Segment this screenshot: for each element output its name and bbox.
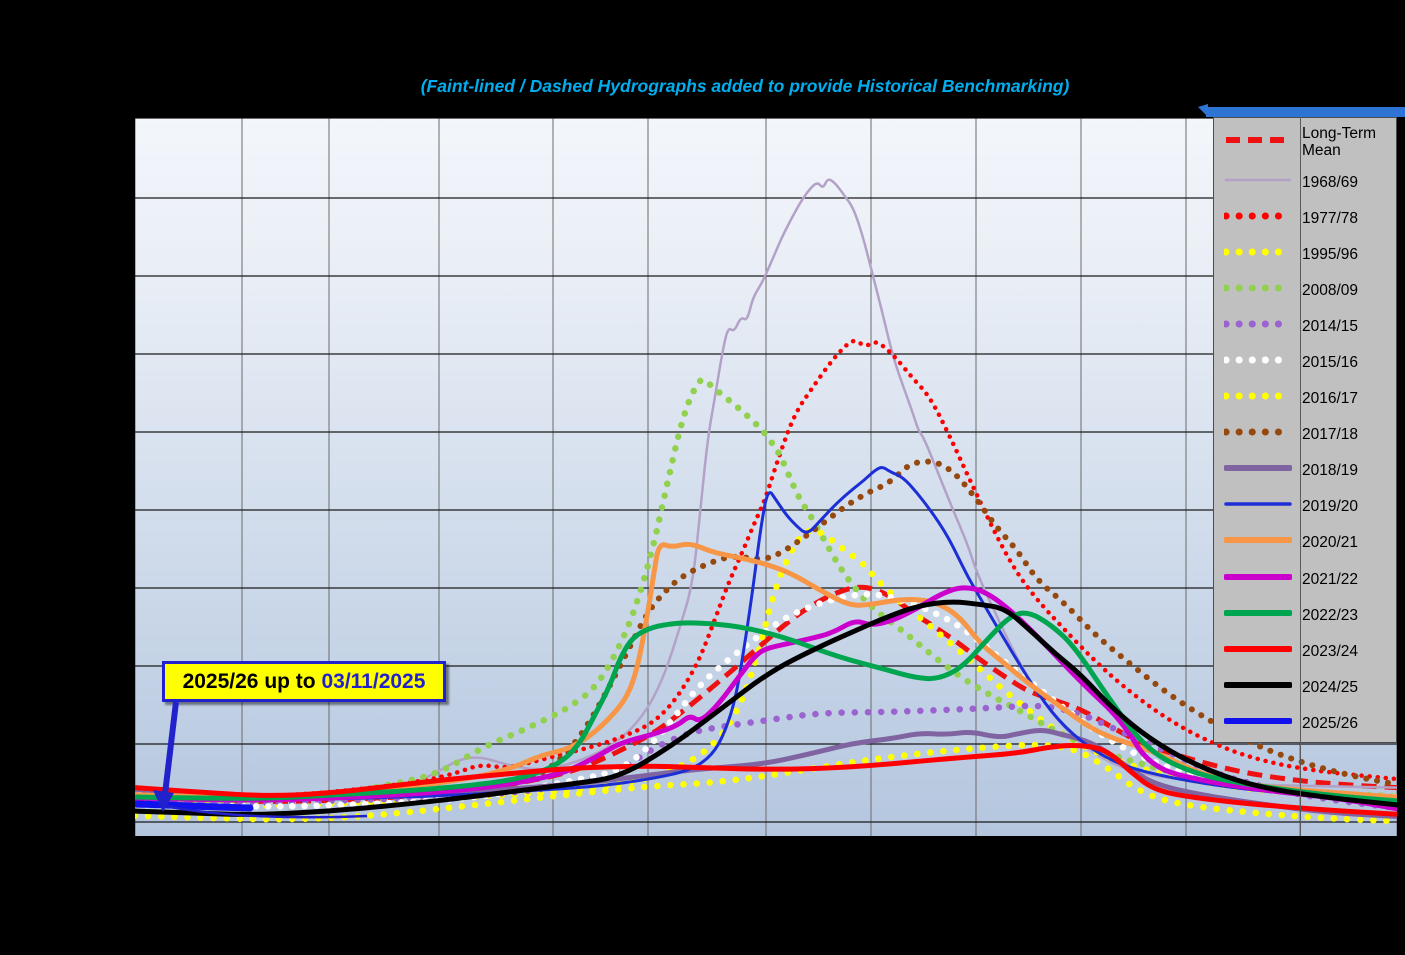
series-y2019 <box>135 466 1397 802</box>
legend-label-y2023: 2023/24 <box>1302 642 1359 660</box>
legend[interactable]: Long-Term Mean 1968/69 1977/78 1995/96 2008/… <box>1213 117 1397 743</box>
legend-item-y1977[interactable]: 1977/78 <box>1214 200 1396 236</box>
legend-swatch-y2016 <box>1214 389 1302 408</box>
legend-titlebar-arrow-icon <box>1198 104 1208 117</box>
series-y2025 <box>135 800 254 812</box>
legend-label-y2018: 2018/19 <box>1302 462 1359 480</box>
series-y2016 <box>135 741 1397 825</box>
legend-label-y2024: 2024/25 <box>1302 678 1359 696</box>
legend-label-y1995: 1995/96 <box>1302 245 1359 263</box>
legend-item-y2018[interactable]: 2018/19 <box>1214 453 1396 489</box>
legend-label-y2020: 2020/21 <box>1302 534 1359 552</box>
legend-item-y2024[interactable]: 2024/25 <box>1214 669 1396 705</box>
legend-item-y2008[interactable]: 2008/09 <box>1214 272 1396 308</box>
legend-label-y2022: 2022/23 <box>1302 606 1359 624</box>
legend-item-y2014[interactable]: 2014/15 <box>1214 308 1396 344</box>
legend-swatch-y2022 <box>1214 606 1302 625</box>
legend-swatch-y1968 <box>1214 173 1302 192</box>
legend-label-y2019: 2019/20 <box>1302 498 1359 516</box>
legend-swatch-y2025 <box>1214 714 1302 733</box>
gridline-over-legend <box>1300 117 1301 836</box>
legend-label-y2015: 2015/16 <box>1302 354 1359 372</box>
legend-label-y2021: 2021/22 <box>1302 570 1359 588</box>
legend-label-y2025: 2025/26 <box>1302 714 1359 732</box>
legend-swatch-y2020 <box>1214 533 1302 552</box>
legend-label-y1977: 1977/78 <box>1302 209 1359 227</box>
chart-subtitle: (Faint-lined / Dashed Hydrographs added … <box>420 76 1070 96</box>
legend-item-y2021[interactable]: 2021/22 <box>1214 561 1396 597</box>
callout-prefix: 2025/26 up to <box>182 669 322 693</box>
series-y2022 <box>135 610 1397 804</box>
series-y2023 <box>135 743 1397 817</box>
legend-item-y2017[interactable]: 2017/18 <box>1214 417 1396 453</box>
legend-swatch-y2008 <box>1214 281 1302 300</box>
legend-label-y2016: 2016/17 <box>1302 390 1359 408</box>
legend-swatch-y1977 <box>1214 209 1302 228</box>
legend-item-mean[interactable]: Long-Term Mean <box>1214 120 1396 164</box>
series-y2017 <box>135 458 1397 801</box>
legend-swatch-y2021 <box>1214 570 1302 589</box>
legend-swatch-y2023 <box>1214 642 1302 661</box>
legend-label-mean: Long-Term Mean <box>1302 125 1377 159</box>
legend-item-y2019[interactable]: 2019/20 <box>1214 489 1396 525</box>
legend-item-y1995[interactable]: 1995/96 <box>1214 236 1396 272</box>
legend-swatch-y2015 <box>1214 353 1302 372</box>
legend-item-y2025[interactable]: 2025/26 <box>1214 705 1396 741</box>
legend-label-y2008: 2008/09 <box>1302 281 1359 299</box>
series-y1968 <box>135 178 1397 798</box>
legend-swatch-y2024 <box>1214 678 1302 697</box>
legend-item-y2020[interactable]: 2020/21 <box>1214 525 1396 561</box>
legend-swatch-mean <box>1214 133 1302 152</box>
legend-label-y2014: 2014/15 <box>1302 317 1359 335</box>
series-y2008 <box>135 376 1397 805</box>
legend-titlebar[interactable] <box>1198 104 1405 117</box>
legend-swatch-y2017 <box>1214 425 1302 444</box>
legend-swatch-y1995 <box>1214 245 1302 264</box>
legend-item-y2015[interactable]: 2015/16 <box>1214 344 1396 380</box>
current-year-callout[interactable]: 2025/26 up to 03/11/2025 <box>162 661 446 702</box>
callout-date: 03/11/2025 <box>321 669 426 693</box>
plot-area <box>135 118 1397 836</box>
series-y1977 <box>135 338 1397 799</box>
legend-swatch-y2014 <box>1214 317 1302 336</box>
legend-item-y2022[interactable]: 2022/23 <box>1214 597 1396 633</box>
legend-swatch-y2019 <box>1214 497 1302 516</box>
series-y2020 <box>135 541 1397 800</box>
legend-item-y2023[interactable]: 2023/24 <box>1214 633 1396 669</box>
series-y2018 <box>135 727 1397 820</box>
series-y2024 <box>135 599 1397 817</box>
plot-series-svg <box>135 118 1397 836</box>
legend-label-y1968: 1968/69 <box>1302 173 1359 191</box>
legend-item-y1968[interactable]: 1968/69 <box>1214 164 1396 200</box>
legend-item-y2016[interactable]: 2016/17 <box>1214 381 1396 417</box>
legend-swatch-y2018 <box>1214 461 1302 480</box>
legend-label-y2017: 2017/18 <box>1302 426 1359 444</box>
